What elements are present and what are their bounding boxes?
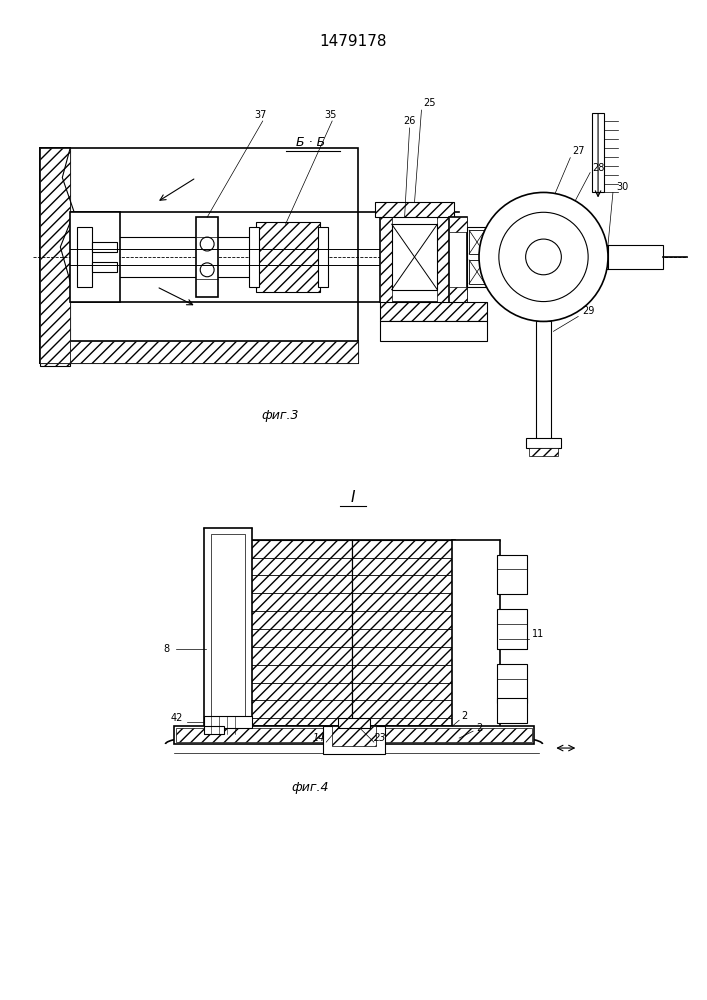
Bar — [375, 202, 454, 217]
Bar — [249, 227, 259, 287]
Text: 8: 8 — [163, 644, 170, 654]
Text: фиг.3: фиг.3 — [262, 409, 299, 422]
Circle shape — [479, 192, 608, 321]
Bar — [532, 232, 554, 282]
Bar — [211, 534, 245, 732]
Bar — [40, 148, 358, 363]
Bar — [452, 540, 500, 728]
Bar — [438, 212, 449, 302]
Bar — [380, 212, 392, 302]
Bar — [497, 609, 527, 649]
Bar — [92, 242, 117, 252]
Text: Б · Б: Б · Б — [296, 136, 325, 149]
Circle shape — [525, 239, 561, 275]
Bar — [592, 113, 604, 192]
Text: 35: 35 — [324, 110, 337, 120]
Bar — [380, 302, 487, 321]
Text: 2: 2 — [476, 723, 482, 733]
Bar — [380, 212, 449, 302]
Bar — [536, 321, 551, 440]
Bar — [497, 664, 527, 703]
Text: 2: 2 — [461, 711, 467, 721]
Bar — [469, 260, 485, 284]
Text: 25: 25 — [423, 98, 436, 108]
Bar — [525, 438, 561, 448]
Text: I: I — [351, 490, 355, 505]
Bar — [497, 555, 527, 594]
Bar — [40, 341, 358, 363]
Bar — [529, 448, 559, 456]
Text: 28: 28 — [592, 163, 604, 173]
Text: 26: 26 — [404, 116, 416, 126]
Text: 42: 42 — [170, 713, 182, 723]
Text: фиг.4: фиг.4 — [291, 781, 329, 794]
Bar — [249, 540, 352, 726]
Bar — [204, 716, 252, 728]
Bar — [608, 245, 662, 269]
Bar — [70, 212, 120, 302]
Bar — [40, 148, 70, 363]
Bar — [256, 222, 320, 292]
Bar — [332, 726, 376, 746]
Bar — [175, 726, 534, 744]
Bar — [77, 227, 92, 287]
Bar — [92, 262, 117, 272]
Bar — [392, 224, 438, 290]
Bar — [338, 718, 370, 728]
Bar — [197, 217, 218, 297]
Text: 27: 27 — [572, 146, 585, 156]
Bar — [497, 698, 527, 723]
Text: 23: 23 — [373, 733, 386, 743]
Bar — [318, 227, 328, 287]
Bar — [467, 227, 487, 287]
Bar — [449, 217, 467, 232]
Text: 14: 14 — [312, 733, 325, 743]
Text: 29: 29 — [582, 306, 595, 316]
Text: 30: 30 — [617, 182, 629, 192]
Bar — [40, 341, 358, 363]
Bar — [40, 148, 70, 363]
Bar — [380, 321, 487, 341]
Bar — [249, 540, 455, 726]
Bar — [449, 287, 467, 302]
Text: 11: 11 — [532, 629, 544, 639]
Bar — [177, 728, 532, 742]
Bar — [352, 540, 455, 726]
Text: 37: 37 — [255, 110, 267, 120]
Bar — [323, 726, 385, 754]
Bar — [40, 148, 70, 366]
Text: 1479178: 1479178 — [320, 34, 387, 49]
Bar — [204, 726, 224, 734]
Bar — [469, 230, 485, 254]
Bar — [204, 528, 252, 736]
Bar — [338, 718, 370, 728]
Bar — [449, 217, 467, 302]
